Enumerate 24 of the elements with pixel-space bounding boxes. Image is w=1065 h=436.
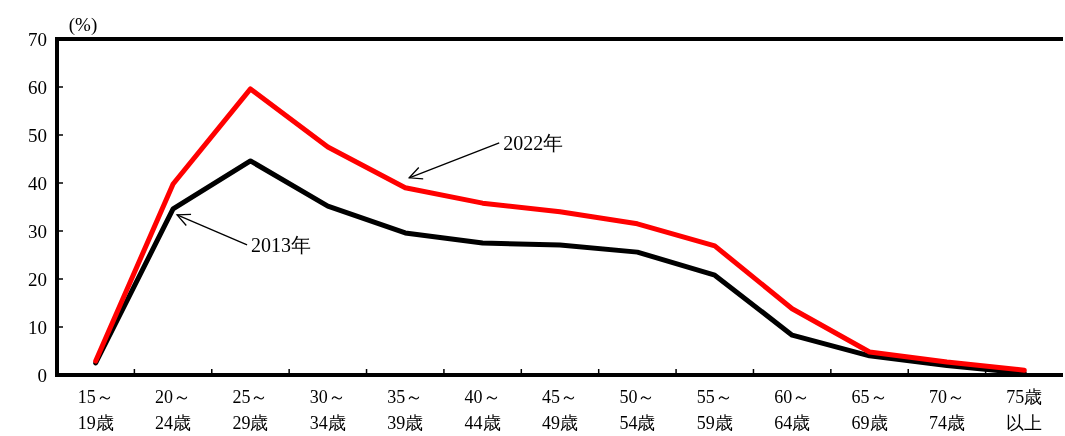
- x-tick-label: 15～19歳: [77, 387, 114, 433]
- y-tick-label: 0: [37, 364, 47, 386]
- y-tick-label: 40: [28, 172, 47, 194]
- x-tick-label: 75歳以上: [1006, 387, 1043, 433]
- x-tick-label: 20～24歳: [155, 387, 192, 433]
- x-tick-label: 55～59歳: [696, 387, 733, 433]
- x-tick-label: 40～44歳: [464, 387, 501, 433]
- y-tick-label: 60: [28, 76, 47, 98]
- y-axis-title: (%): [68, 14, 98, 36]
- x-tick-label: 60～64歳: [774, 387, 811, 433]
- x-tick-label: 25～29歳: [232, 387, 269, 433]
- series-label: 2013年: [251, 233, 312, 256]
- y-tick-label: 70: [28, 28, 47, 50]
- text: 2022年: [503, 131, 564, 154]
- y-tick-label: 50: [28, 124, 47, 146]
- x-tick-label: 45～49歳: [542, 387, 578, 433]
- x-tick-label: 30～34歳: [309, 387, 346, 433]
- x-tick-label: 50～54歳: [619, 387, 656, 433]
- x-tick-label: 35～39歳: [387, 387, 424, 433]
- y-tick-label: 20: [28, 268, 47, 290]
- x-tick-label: 70～74歳: [928, 387, 965, 433]
- y-tick-label: 30: [28, 220, 47, 242]
- y-tick-label: 10: [28, 316, 47, 338]
- x-tick-label: 65～69歳: [851, 387, 888, 433]
